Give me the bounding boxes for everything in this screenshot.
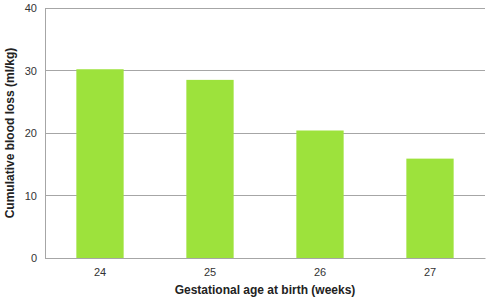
y-tick-label: 30 [25,65,37,77]
y-tick: 20 [25,127,45,139]
grid [45,8,485,258]
bar [186,80,233,258]
bars [76,69,453,258]
y-tick: 10 [25,190,45,202]
y-tick-label: 0 [31,252,37,264]
x-tick-label: 24 [94,266,106,278]
plot: 0 10 20 30 40 24 25 26 27 [25,2,486,278]
y-tick-label: 20 [25,127,37,139]
x-tick: 25 [204,258,216,278]
x-tick-label: 27 [424,266,436,278]
y-tick-label: 10 [25,190,37,202]
x-axis: 24 25 26 27 [46,258,486,278]
bar [406,159,453,258]
x-axis-line [46,258,486,259]
x-tick-label: 26 [314,266,326,278]
y-tick: 0 [31,252,45,264]
x-tick: 27 [424,258,436,278]
y-axis-line [45,9,46,259]
y-tick-label: 40 [25,2,37,14]
y-axis-title: Cumulative blood loss (ml/kg) [3,48,17,219]
x-tick-label: 25 [204,266,216,278]
y-tick: 30 [25,65,45,77]
x-axis-title: Gestational age at birth (weeks) [175,283,356,297]
bar [76,69,123,258]
y-axis: 0 10 20 30 40 [25,2,46,264]
x-tick: 26 [314,258,326,278]
grid-line [45,8,485,9]
x-tick: 24 [94,258,106,278]
bar [296,131,343,259]
chart: 0 10 20 30 40 24 25 26 27 Gestational age at birt… [0,0,500,301]
y-tick: 40 [25,2,45,14]
